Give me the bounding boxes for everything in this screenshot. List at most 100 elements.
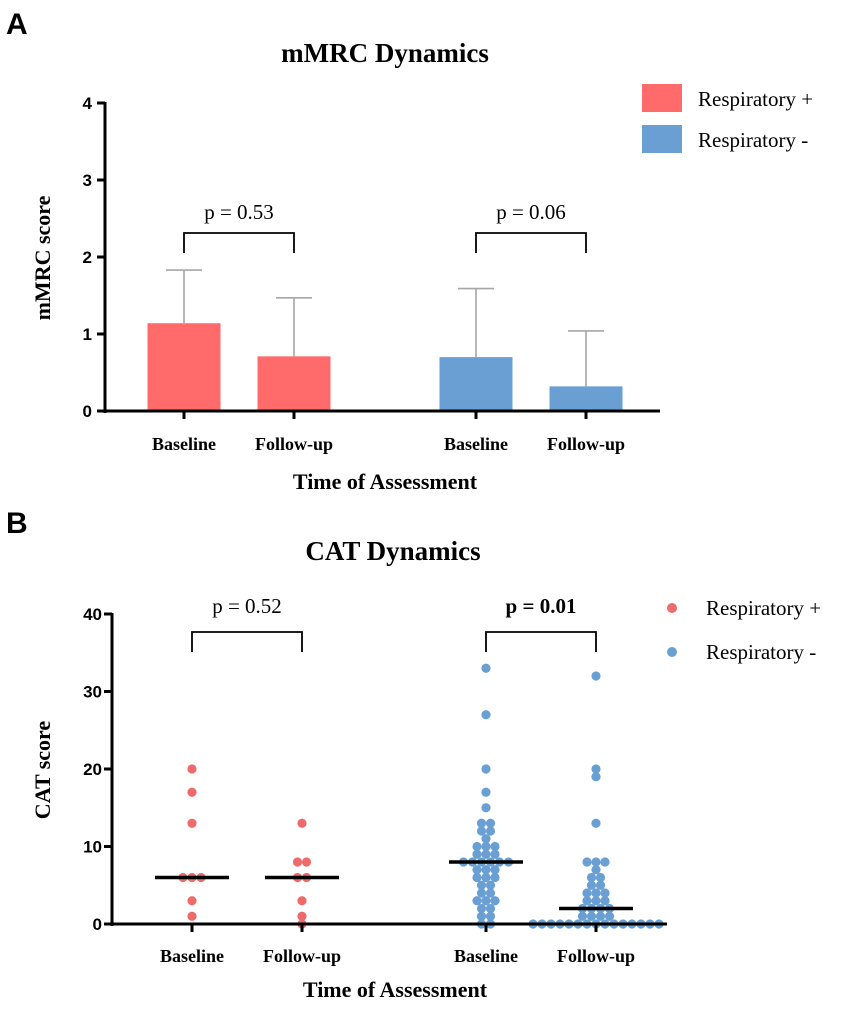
bar (147, 323, 221, 411)
data-point (481, 803, 491, 813)
data-point (187, 911, 197, 921)
chart-title-b: CAT Dynamics (305, 536, 480, 566)
y-axis-ticks-a: 0 1 2 3 4 (83, 94, 93, 421)
data-point (485, 826, 496, 836)
data-point (476, 903, 487, 914)
x-axis-ticks-b: Baseline Follow-up Baseline Follow-up (160, 946, 635, 966)
data-point (600, 888, 610, 898)
panel-label-a: A (6, 8, 28, 41)
bar (257, 356, 331, 411)
bars-a (147, 269, 623, 411)
data-point (490, 849, 500, 859)
chart-title-a: mMRC Dynamics (281, 38, 489, 68)
significance-brackets-b: p = 0.52 p = 0.01 (191, 594, 597, 652)
x-tick-label: Follow-up (255, 434, 333, 454)
data-point (591, 671, 601, 681)
data-point (481, 872, 491, 883)
data-point (187, 896, 197, 906)
x-tick-label: Follow-up (557, 946, 635, 966)
data-point (472, 865, 482, 875)
data-point (591, 865, 601, 875)
x-tick-label: Baseline (160, 946, 224, 966)
data-point (600, 896, 610, 906)
data-point (481, 849, 491, 859)
data-point (292, 857, 303, 867)
significance-brackets-a: p = 0.53 p = 0.06 (183, 200, 587, 253)
data-point (476, 880, 487, 890)
scatter-points-b (155, 663, 664, 929)
data-point (481, 764, 491, 774)
data-point (485, 903, 496, 914)
data-point (586, 872, 597, 883)
bar (549, 386, 623, 411)
data-point (297, 911, 307, 921)
y-tick-label: 10 (83, 838, 102, 857)
data-point (476, 911, 487, 921)
y-tick-label: 1 (83, 325, 92, 344)
legend-label: Respiratory - (698, 128, 808, 152)
data-point (485, 911, 496, 921)
data-point (472, 896, 482, 906)
data-point (481, 841, 491, 852)
x-tick-label: Baseline (444, 434, 508, 454)
bracket (485, 631, 597, 652)
data-point (476, 888, 487, 898)
y-axis-title-b: CAT score (30, 721, 55, 820)
data-point (586, 880, 597, 890)
data-point (600, 857, 610, 867)
y-tick-label: 2 (83, 248, 92, 267)
legend-b: Respiratory + Respiratory - (667, 596, 821, 664)
bar (439, 357, 513, 411)
data-point (490, 841, 500, 852)
data-point (591, 857, 601, 867)
data-point (472, 872, 482, 883)
data-point (472, 849, 482, 859)
legend-label: Respiratory + (706, 596, 821, 620)
y-tick-label: 4 (83, 94, 93, 113)
y-tick-label: 3 (83, 171, 92, 190)
data-point (301, 857, 312, 867)
data-point (481, 865, 491, 875)
data-point (577, 911, 588, 921)
data-point (297, 896, 307, 906)
data-point (582, 888, 592, 898)
data-point (485, 888, 496, 898)
data-point (476, 818, 487, 828)
data-point (485, 818, 496, 828)
legend-label: Respiratory - (706, 640, 816, 664)
data-point (476, 826, 487, 836)
data-point (481, 787, 491, 797)
y-axis-ticks-b: 0 10 20 30 40 (83, 605, 102, 934)
bracket (191, 631, 303, 652)
p-value-label-bold: p = 0.01 (506, 594, 577, 618)
legend-swatch-red (642, 84, 682, 112)
data-point (595, 911, 606, 921)
y-tick-label: 20 (83, 760, 102, 779)
x-axis-title-b: Time of Assessment (303, 977, 488, 1002)
p-value-label: p = 0.53 (204, 200, 274, 224)
data-point (481, 710, 491, 720)
legend-a: Respiratory + Respiratory - (642, 84, 813, 153)
data-point (481, 663, 491, 673)
legend-swatch-blue (642, 125, 682, 153)
x-tick-label: Follow-up (263, 946, 341, 966)
x-tick-label: Baseline (454, 946, 518, 966)
data-point (481, 896, 491, 906)
panel-label-b: B (6, 507, 28, 540)
data-point (591, 772, 601, 782)
x-axis-title-a: Time of Assessment (293, 469, 478, 494)
y-tick-label: 0 (93, 915, 102, 934)
data-point (591, 818, 601, 828)
bracket (475, 232, 587, 253)
data-point (595, 880, 606, 890)
data-point (582, 896, 592, 906)
data-point (591, 888, 601, 898)
y-tick-label: 30 (83, 683, 102, 702)
data-point (490, 896, 500, 906)
axes-a (97, 101, 660, 419)
x-axis-ticks-a: Baseline Follow-up Baseline Follow-up (152, 434, 625, 454)
data-point (481, 834, 491, 844)
p-value-label: p = 0.52 (212, 594, 282, 618)
data-point (187, 787, 197, 797)
panel-a: A mMRC Dynamics Time of Assessment mMRC … (6, 8, 813, 494)
